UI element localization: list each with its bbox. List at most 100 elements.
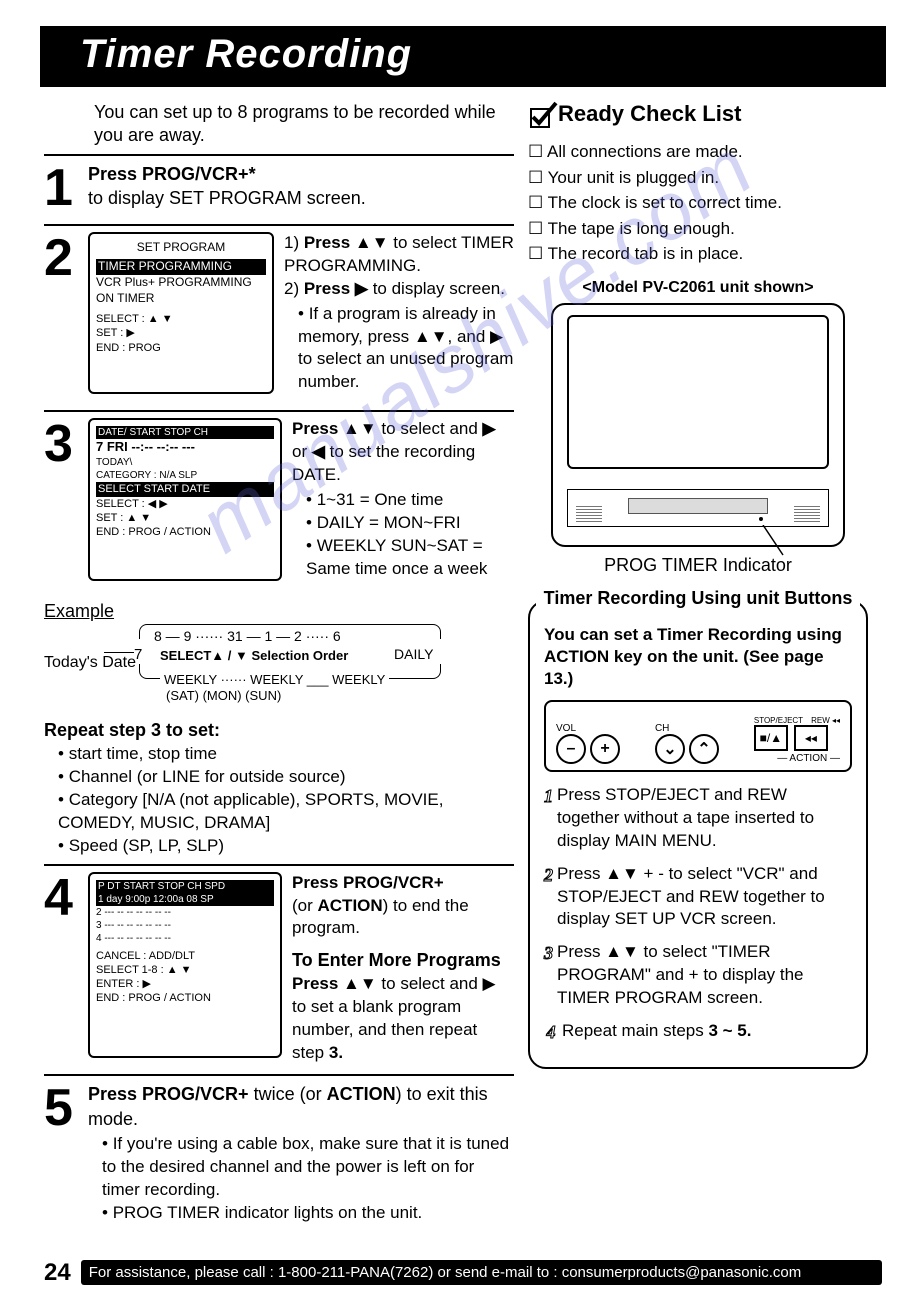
left-column: You can set up to 8 programs to be recor… — [44, 101, 514, 1241]
page-footer: 24 For assistance, please call : 1-800-2… — [44, 1259, 882, 1287]
rb4: Speed (SP, LP, SLP) — [58, 835, 514, 858]
sub-steps: 1 Press STOP/EJECT and REW together with… — [544, 784, 852, 1045]
step-1: 1 Press PROG/VCR+* to display SET PROGRA… — [44, 154, 514, 224]
s4i1: Press PROG/VCR+ — [292, 873, 444, 892]
ss1: Press STOP/EJECT and REW together withou… — [557, 784, 852, 853]
ss3: Press ▲▼ to select "TIMER PROGRAM" and +… — [557, 941, 852, 1010]
ss-num-1: 1 — [544, 784, 553, 853]
step-2: 2 SET PROGRAM TIMER PROGRAMMING VCR Plus… — [44, 224, 514, 411]
ex-midl: 7 — [134, 646, 142, 663]
step-5: 5 Press PROG/VCR+ twice (or ACTION) to e… — [44, 1074, 514, 1240]
s4h2: To Enter More Programs — [292, 948, 514, 972]
repeat-head: Repeat step 3 to set: — [44, 720, 514, 741]
button-panel: VOL – + CH ⌄ ⌃ — [544, 700, 852, 772]
box-title: Timer Recording Using unit Buttons — [536, 588, 861, 608]
ss-num-4: 4 — [544, 1020, 558, 1044]
s3l5: SELECT START DATE — [96, 482, 274, 496]
rb1: start time, stop time — [58, 743, 514, 766]
s5b1: If you're using a cable box, make sure t… — [102, 1133, 514, 1202]
cl1: All connections are made. — [528, 139, 868, 165]
step-number-5: 5 — [44, 1082, 88, 1230]
ss4b: 3 ~ 5. — [708, 1021, 751, 1040]
checklist-header: Ready Check List — [528, 101, 868, 129]
footer-bar: For assistance, please call : 1-800-211-… — [81, 1260, 882, 1285]
s2-1a: 1) — [284, 233, 304, 252]
ex-bot2: (SAT) (MON) (SUN) — [166, 688, 281, 703]
s2-2b: Press ▶ — [304, 279, 368, 298]
s5l1c: ACTION — [327, 1084, 396, 1104]
ss4a: Repeat main steps — [562, 1021, 708, 1040]
s4i5: Press ▲▼ — [292, 974, 377, 993]
page-title: Timer Recording — [40, 26, 886, 87]
s3i1b: to select and — [377, 419, 483, 438]
s3b1: 1~31 = One time — [306, 489, 514, 512]
s2-1b: Press ▲▼ — [304, 233, 389, 252]
s4h: P DT START STOP CH SPD — [96, 880, 274, 893]
page-number: 24 — [44, 1259, 71, 1287]
s3b2: DAILY = MON~FRI — [306, 512, 514, 535]
tv-illustration — [551, 303, 845, 547]
step-number-3: 3 — [44, 418, 88, 587]
s4f3: ENTER : ▶ — [96, 977, 274, 991]
lbl-ch: CH — [655, 723, 669, 734]
ex-top: 8 — 9 ······ 31 — 1 — 2 ····· 6 — [150, 628, 345, 644]
ss-num-2: 2 — [544, 863, 553, 932]
s2-note: If a program is already in memory, press… — [298, 303, 514, 395]
today-lbl: Today's Date — [44, 654, 136, 672]
rb3: Category [N/A (not applicable), SPORTS, … — [58, 789, 514, 835]
scr-opt3: ON TIMER — [96, 291, 266, 307]
s3i1c: ▶ — [483, 419, 496, 438]
cl3: The clock is set to correct time. — [528, 190, 868, 216]
checklist: All connections are made. Your unit is p… — [528, 139, 868, 267]
s4f1: CANCEL : ADD/DLT — [96, 949, 274, 963]
s3l4: CATEGORY : N/A SLP — [96, 469, 274, 482]
s1-line2: to display SET PROGRAM screen. — [88, 188, 366, 208]
ex-midc: SELECT▲ / ▼ Selection Order — [160, 648, 348, 663]
vol-down-button[interactable]: – — [556, 734, 586, 764]
led-pointer — [723, 525, 803, 565]
ch-up-button[interactable]: ⌃ — [689, 734, 719, 764]
cl5: The record tab is in place. — [528, 241, 868, 267]
scr-f1: SELECT : ▲ ▼ — [96, 312, 266, 326]
tv-label: PROG TIMER Indicator — [528, 555, 868, 576]
lbl-action: — ACTION — — [754, 753, 840, 764]
scr-f3: END : PROG — [96, 341, 266, 355]
intro-text: You can set up to 8 programs to be recor… — [94, 101, 514, 148]
s3f2: SET : ▲ ▼ — [96, 511, 274, 525]
scr-opt1: TIMER PROGRAMMING — [96, 259, 266, 275]
s4i7: 3. — [329, 1043, 343, 1062]
tv-caption: <Model PV-C2061 unit shown> — [528, 279, 868, 297]
stop-eject-button[interactable]: ■/▲ — [754, 725, 788, 751]
scr-f2: SET : ▶ — [96, 326, 266, 340]
step-number-4: 4 — [44, 872, 88, 1065]
rew-button[interactable]: ◂◂ — [794, 725, 828, 751]
step-number-1: 1 — [44, 162, 88, 214]
screen-set-program: SET PROGRAM TIMER PROGRAMMING VCR Plus+ … — [88, 232, 274, 395]
s4i3: ACTION — [318, 896, 383, 915]
s3i1d: or — [292, 442, 312, 461]
s4r3: 3 --- -- -- -- -- -- -- — [96, 919, 274, 932]
cl4: The tape is long enough. — [528, 216, 868, 242]
s5l1a: Press PROG/VCR+ — [88, 1084, 249, 1104]
s4r2: 2 --- -- -- -- -- -- -- — [96, 906, 274, 919]
ch-down-button[interactable]: ⌄ — [655, 734, 685, 764]
s4f2: SELECT 1-8 : ▲ ▼ — [96, 963, 274, 977]
ex-midr: DAILY — [394, 646, 433, 662]
step-number-2: 2 — [44, 232, 88, 401]
s3f3: END : PROG / ACTION — [96, 525, 274, 539]
example-title: Example — [44, 601, 514, 622]
s3l2: 7 FRI --:-- --:-- --- — [96, 439, 274, 456]
screen-date: DATE/ START STOP CH 7 FRI --:-- --:-- --… — [88, 418, 282, 581]
lbl-vol: VOL — [556, 723, 576, 734]
unit-buttons-box: Timer Recording Using unit Buttons You c… — [528, 600, 868, 1069]
lbl-stop: STOP/EJECT — [754, 716, 803, 725]
s5l1b: twice (or — [249, 1084, 327, 1104]
ss-num-3: 3 — [544, 941, 553, 1010]
s4r4: 4 --- -- -- -- -- -- -- — [96, 932, 274, 945]
s1-line1: Press PROG/VCR+* — [88, 164, 256, 184]
example-block: Example Today's Date 8 — 9 ······ 31 — 1… — [44, 601, 514, 858]
s4f4: END : PROG / ACTION — [96, 991, 274, 1005]
step-4: 4 P DT START STOP CH SPD 1 day 9:00p 12:… — [44, 864, 514, 1075]
cl2: Your unit is plugged in. — [528, 165, 868, 191]
vol-up-button[interactable]: + — [590, 734, 620, 764]
